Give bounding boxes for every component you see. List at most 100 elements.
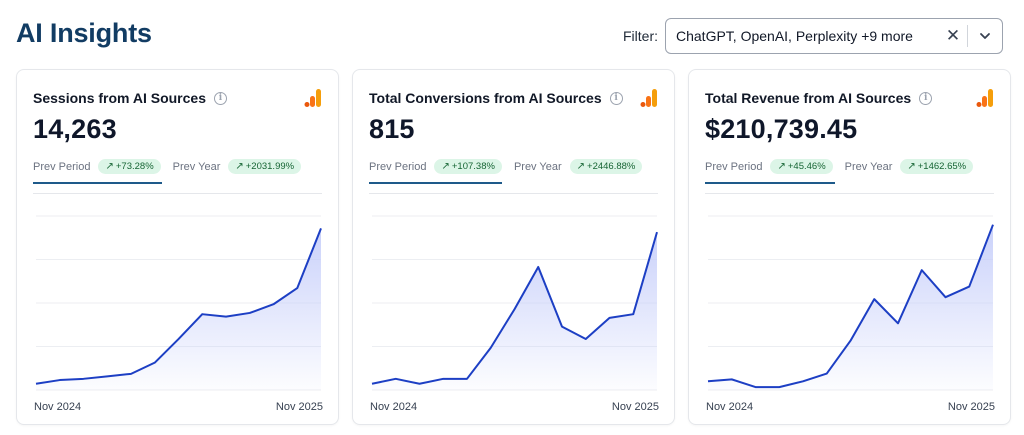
data-point[interactable] — [224, 315, 228, 319]
data-point[interactable] — [849, 339, 853, 343]
data-point[interactable] — [801, 379, 805, 383]
metric-value: $210,739.45 — [705, 114, 858, 144]
data-point[interactable] — [513, 307, 517, 311]
metric-value: 815 — [369, 114, 415, 144]
data-point[interactable] — [920, 268, 924, 272]
card-title-text: Sessions from AI Sources — [33, 90, 206, 106]
x-axis-start-label: Nov 2024 — [706, 401, 754, 413]
trend-up-icon: ↗ — [441, 161, 450, 172]
active-tab-indicator — [369, 182, 502, 184]
info-icon[interactable]: i — [213, 91, 227, 105]
data-point[interactable] — [754, 385, 758, 389]
active-tab-indicator — [33, 182, 162, 184]
data-point[interactable] — [896, 321, 900, 325]
prev-period-badge: ↗ +107.38% — [434, 159, 502, 174]
data-point[interactable] — [177, 337, 181, 341]
tab-prev-year[interactable]: Prev Year — [844, 160, 893, 173]
prev-period-change: +73.28% — [115, 161, 154, 172]
series-area — [36, 228, 321, 390]
data-point[interactable] — [560, 325, 564, 329]
series-line — [707, 224, 994, 389]
data-point[interactable] — [465, 377, 469, 381]
data-point[interactable] — [129, 372, 133, 376]
data-point[interactable] — [394, 377, 398, 381]
data-point[interactable] — [248, 311, 252, 315]
clear-filter-icon[interactable]: ✕ — [945, 26, 961, 45]
tab-prev-period[interactable]: Prev Period — [369, 160, 427, 173]
sessions-chart — [34, 215, 323, 391]
series-line — [35, 228, 322, 385]
tab-prev-year[interactable]: Prev Year — [513, 160, 562, 173]
filter-label: Filter: — [623, 28, 658, 44]
trend-up-icon: ↗ — [576, 161, 586, 172]
data-point[interactable] — [34, 382, 38, 386]
data-point[interactable] — [631, 312, 635, 316]
card-title: Total Conversions from AI Sources i — [369, 90, 623, 106]
revenue-card: Total Revenue from AI Sources i $210,739… — [688, 69, 1011, 425]
prev-year-badge: ↗ +1462.65% — [900, 159, 974, 174]
info-icon[interactable]: i — [609, 91, 623, 105]
x-axis-end-label: Nov 2025 — [611, 401, 659, 413]
data-point[interactable] — [872, 297, 876, 301]
data-point[interactable] — [730, 377, 734, 381]
x-axis-start-label: Nov 2024 — [34, 401, 82, 413]
prev-period-badge: ↗ +73.28% — [98, 159, 161, 174]
card-title: Sessions from AI Sources i — [33, 90, 227, 106]
google-analytics-icon — [976, 88, 994, 113]
filter-separator — [967, 25, 968, 47]
tab-prev-period[interactable]: Prev Period — [705, 160, 763, 173]
card-title-text: Total Revenue from AI Sources — [705, 90, 912, 106]
data-point[interactable] — [418, 382, 422, 386]
data-point[interactable] — [272, 302, 276, 306]
metric-value: 14,263 — [33, 114, 117, 144]
data-point[interactable] — [370, 382, 374, 386]
prev-period-badge: ↗ +45.46% — [770, 159, 833, 174]
data-point[interactable] — [655, 230, 659, 234]
data-point[interactable] — [489, 346, 493, 350]
prev-period-change: +45.46% — [787, 161, 826, 172]
trend-up-icon: ↗ — [777, 161, 786, 172]
x-axis-end-label: Nov 2025 — [275, 401, 323, 413]
tab-prev-period[interactable]: Prev Period — [33, 160, 91, 173]
source-filter-select[interactable]: ChatGPT, OpenAI, Perplexity +9 more ✕ — [665, 18, 1003, 54]
data-point[interactable] — [441, 377, 445, 381]
data-point[interactable] — [706, 379, 710, 383]
tab-divider — [705, 193, 994, 194]
trend-up-icon: ↗ — [907, 161, 916, 172]
trend-up-icon: ↗ — [235, 161, 244, 172]
x-axis-start-label: Nov 2024 — [370, 401, 418, 413]
tab-divider — [369, 193, 658, 194]
tab-prev-year[interactable]: Prev Year — [172, 160, 221, 173]
prev-period-change: +107.38% — [451, 161, 495, 172]
data-point[interactable] — [825, 372, 829, 376]
page-title: AI Insights — [16, 18, 152, 48]
prev-year-change: +2446.88% — [587, 161, 636, 172]
data-point[interactable] — [608, 316, 612, 320]
data-point[interactable] — [153, 361, 157, 365]
chevron-down-icon[interactable] — [968, 19, 1002, 53]
prev-year-badge: ↗ +2031.99% — [228, 159, 302, 174]
data-point[interactable] — [967, 285, 971, 289]
data-point[interactable] — [319, 226, 323, 230]
data-point[interactable] — [584, 337, 588, 341]
prev-year-badge: ↗ +2446.88% — [569, 159, 643, 174]
data-point[interactable] — [105, 374, 109, 378]
conversions-card: Total Conversions from AI Sources i 815 … — [352, 69, 675, 425]
data-point[interactable] — [536, 265, 540, 269]
x-axis-end-label: Nov 2025 — [947, 401, 995, 413]
data-point[interactable] — [82, 377, 86, 381]
google-analytics-icon — [640, 88, 658, 113]
data-point[interactable] — [295, 286, 299, 290]
revenue-chart — [706, 215, 995, 391]
data-point[interactable] — [777, 385, 781, 389]
series-line — [371, 231, 658, 385]
data-point[interactable] — [200, 312, 204, 316]
google-analytics-icon — [304, 88, 322, 113]
data-point[interactable] — [58, 378, 62, 382]
data-point[interactable] — [991, 223, 995, 227]
sessions-card: Sessions from AI Sources i 14,263 Prev P… — [16, 69, 339, 425]
data-point[interactable] — [944, 295, 948, 299]
filter-selected-value[interactable]: ChatGPT, OpenAI, Perplexity +9 more — [676, 28, 913, 44]
info-icon[interactable]: i — [919, 91, 933, 105]
comparison-row: Prev Period ↗ +107.38% Prev Year ↗ +2446.8… — [369, 159, 654, 174]
